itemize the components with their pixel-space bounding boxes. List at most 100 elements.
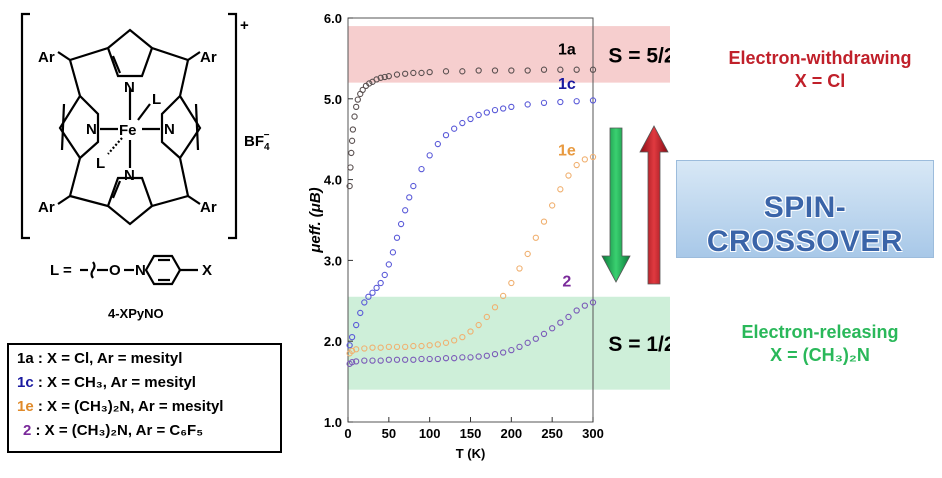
data-point-1c: [373, 284, 380, 292]
data-point-1e: [516, 265, 523, 272]
data-point-1a: [359, 86, 366, 94]
y-tick-label: 2.0: [324, 334, 342, 349]
y-tick-label: 6.0: [324, 11, 342, 26]
data-point-1a: [491, 67, 499, 74]
ligand-nitrogen: N: [135, 262, 146, 279]
data-point-1a: [349, 126, 357, 133]
data-point-2: [557, 319, 564, 326]
data-point-1c: [406, 194, 413, 201]
data-point-1c: [397, 220, 405, 228]
data-point-1a: [402, 70, 409, 77]
compound-legend: 1a : X = Cl, Ar = mesityl 1c : X = CH₃, …: [7, 343, 282, 453]
data-point-1c: [573, 98, 580, 105]
data-point-2: [573, 307, 580, 314]
data-point-1e: [410, 342, 417, 350]
data-point-1a: [442, 68, 450, 75]
data-point-1a: [393, 71, 401, 78]
data-point-1a: [348, 137, 356, 144]
data-point-1e: [524, 250, 531, 258]
y-tick-label: 3.0: [324, 253, 342, 268]
data-point-1e: [483, 313, 490, 321]
data-point-1a: [354, 96, 361, 103]
electron-withdrawing-sub: X = Cl: [794, 71, 846, 91]
legend-text: : X = Cl, Ar = mesityl: [37, 350, 183, 367]
high-spin-label: S = 5/2: [608, 44, 670, 67]
data-point-2: [410, 356, 417, 363]
ligand-x: X: [202, 262, 212, 279]
data-point-2: [393, 356, 401, 363]
data-point-2: [348, 359, 356, 366]
data-point-1a: [459, 68, 466, 75]
data-point-1e: [589, 153, 597, 161]
x-tick-label: 0: [344, 426, 351, 441]
legend-item-2: 2 : X = (CH₃)₂N, Ar = C₆F₅: [23, 422, 203, 439]
data-point-1c: [451, 125, 458, 132]
data-point-1a: [346, 182, 353, 190]
data-point-1c: [500, 105, 507, 112]
left-bracket: [20, 12, 30, 240]
data-point-1c: [348, 334, 356, 341]
data-point-1e: [549, 202, 556, 209]
down-arrow-icon: [601, 127, 631, 283]
data-point-1e: [467, 328, 474, 335]
electron-releasing-sub: X = (CH₃)₂N: [770, 345, 870, 365]
data-point-2: [418, 355, 425, 363]
data-point-1c: [459, 119, 466, 127]
data-point-2: [459, 354, 466, 361]
series-label-2: 2: [562, 273, 571, 290]
data-point-1e: [557, 186, 564, 193]
ligand-label-bottom: L: [96, 155, 105, 172]
data-point-1e: [361, 345, 368, 352]
data-point-1a: [410, 69, 417, 77]
data-point-2: [524, 339, 531, 346]
series-label-1a: 1a: [558, 41, 576, 58]
data-point-1a: [348, 149, 355, 157]
data-point-2: [500, 349, 507, 356]
x-tick-label: 50: [382, 426, 396, 441]
data-point-2: [385, 356, 392, 363]
data-point-2: [377, 357, 384, 364]
right-bracket: [228, 12, 238, 240]
data-point-2: [353, 358, 360, 365]
data-point-1c: [346, 342, 353, 349]
data-point-1e: [377, 344, 384, 351]
data-point-1e: [459, 334, 466, 341]
data-point-1a: [366, 80, 373, 87]
y-tick-label: 1.0: [324, 415, 342, 430]
n-label-right: N: [164, 121, 175, 138]
data-point-1c: [483, 109, 490, 116]
legend-item-1c: 1c : X = CH₃, Ar = mesityl: [17, 374, 196, 391]
data-point-1a: [381, 73, 388, 81]
data-point-1c: [491, 106, 499, 114]
data-point-1c: [434, 140, 441, 148]
counter-anion: BF4−: [244, 130, 270, 153]
data-point-1e: [369, 344, 376, 351]
data-point-1e: [500, 292, 507, 300]
data-point-1a: [426, 68, 433, 76]
data-point-1c: [540, 99, 548, 106]
data-point-1c: [377, 279, 384, 287]
data-point-1e: [573, 161, 580, 169]
data-point-2: [467, 354, 474, 361]
n-label-left: N: [86, 121, 97, 138]
legend-item-1a: 1a : X = Cl, Ar = mesityl: [17, 350, 182, 367]
data-point-1e: [385, 343, 392, 351]
y-tick-label: 4.0: [324, 173, 342, 188]
data-point-2: [434, 355, 441, 363]
data-point-2: [540, 330, 548, 338]
data-point-1c: [557, 98, 564, 106]
data-point-1a: [353, 103, 360, 111]
data-point-1e: [508, 279, 515, 287]
electron-releasing-label: Electron-releasing X = (CH₃)₂N: [700, 322, 940, 366]
data-point-1e: [565, 172, 572, 179]
n-label-bottom: N: [124, 167, 135, 184]
data-point-1e: [442, 339, 450, 346]
data-point-1e: [451, 337, 458, 344]
data-point-1c: [357, 309, 364, 317]
data-point-1e: [434, 341, 441, 348]
data-point-1c: [361, 299, 368, 306]
magnetic-moment-chart: 0 50 100 150 200 250 300 1.0 2.0 3.0 4.0 5.0 6.0 T (K…: [307, 11, 670, 461]
data-point-1a: [524, 67, 531, 74]
x-tick-label: 200: [500, 426, 522, 441]
data-point-2: [532, 335, 539, 342]
